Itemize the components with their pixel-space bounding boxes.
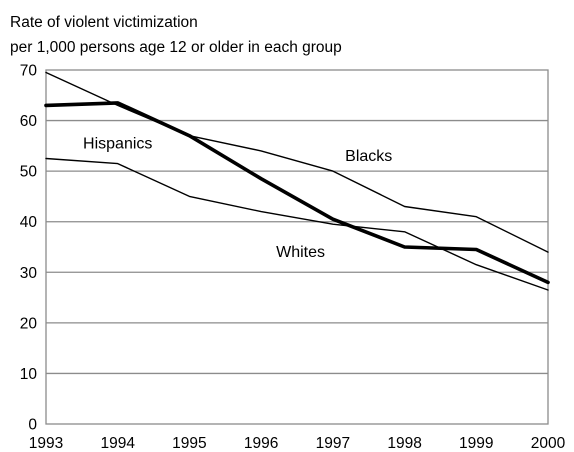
x-tick-label-2000: 2000 <box>531 435 566 452</box>
chart-title-line-2: per 1,000 persons age 12 or older in eac… <box>10 39 342 56</box>
y-tick-label-0: 0 <box>28 417 37 434</box>
y-tick-label-10: 10 <box>20 366 38 383</box>
y-tick-label-20: 20 <box>20 315 38 332</box>
series-line-whites <box>44 101 550 285</box>
axes: 0 10 20 30 40 50 60 70 1993 1994 1995 1996 1997 1998 1… <box>20 63 566 452</box>
y-tick-label-60: 60 <box>20 113 38 130</box>
series-lines <box>44 71 550 291</box>
plot-frame <box>45 69 549 425</box>
series-label-whites: Whites <box>276 244 325 261</box>
series-label-blacks: Blacks <box>345 148 392 165</box>
x-tick-label-1993: 1993 <box>29 435 63 452</box>
chart-title-line-1: Rate of violent victimization <box>10 14 198 31</box>
x-tick-label-1997: 1997 <box>316 435 350 452</box>
series-labels: Whites Blacks Hispanics <box>83 135 392 261</box>
x-tick-label-1999: 1999 <box>459 435 493 452</box>
y-tick-label-40: 40 <box>20 214 38 231</box>
y-tick-label-70: 70 <box>20 63 38 80</box>
y-tick-label-30: 30 <box>20 265 38 282</box>
series-line-hispanics <box>45 157 549 291</box>
x-tick-label-1998: 1998 <box>387 435 421 452</box>
series-line-blacks <box>45 71 549 253</box>
x-tick-label-1995: 1995 <box>172 435 206 452</box>
x-tick-label-1996: 1996 <box>244 435 278 452</box>
series-label-hispanics: Hispanics <box>83 135 152 152</box>
y-tick-label-50: 50 <box>20 164 38 181</box>
x-tick-label-1994: 1994 <box>100 435 135 452</box>
gridlines <box>46 119 548 375</box>
